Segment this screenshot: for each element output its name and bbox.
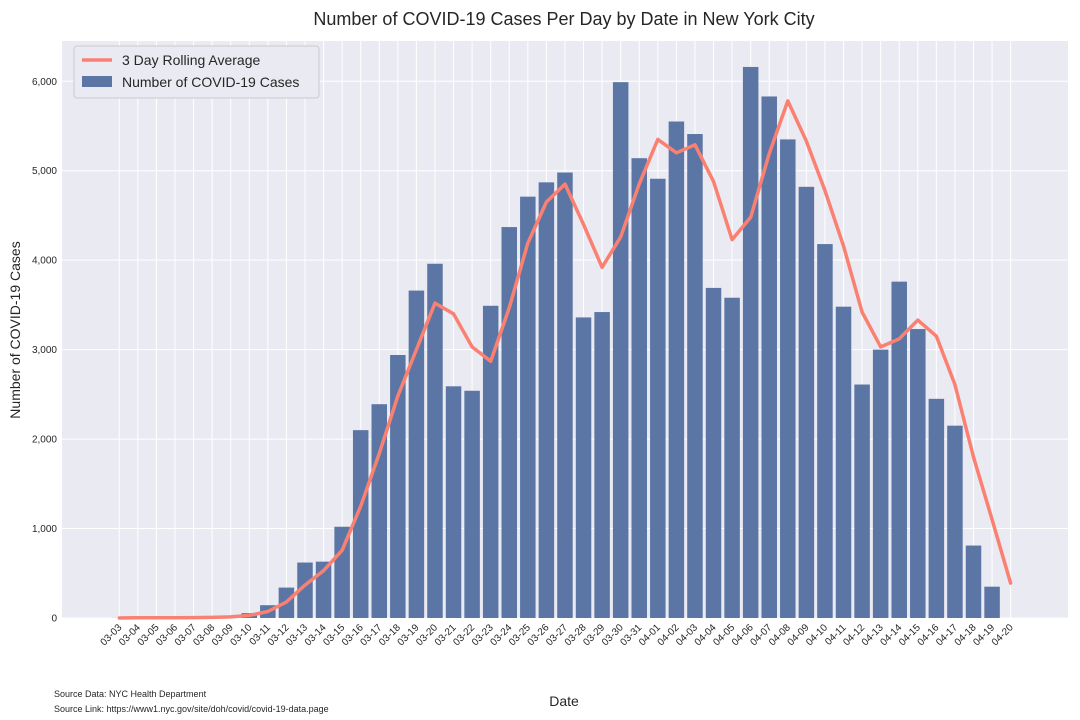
x-tick-label: 04-20: [990, 622, 1016, 648]
bar: [334, 526, 350, 618]
bar: [891, 281, 907, 618]
x-axis-label: Date: [549, 693, 579, 709]
x-axis-ticks: 03-0303-0403-0503-0603-0703-0803-0903-10…: [99, 622, 1017, 648]
bar: [798, 186, 815, 619]
bar: [390, 354, 406, 618]
y-tick-label: 3,000: [32, 345, 57, 356]
rolling-average-series: [117, 99, 1013, 620]
bar: [612, 82, 629, 618]
bar: [520, 196, 536, 618]
y-tick-label: 6,000: [32, 77, 57, 88]
y-tick-label: 1,000: [32, 524, 57, 535]
y-axis-ticks: 0 1,000 2,000 3,000 4,000 5,000 6,000: [32, 77, 57, 625]
bar: [910, 329, 926, 618]
bar: [482, 305, 499, 618]
bar: [761, 96, 777, 618]
bar: [427, 263, 443, 618]
bar: [538, 182, 555, 618]
legend-label-cases: Number of COVID-19 Cases: [122, 74, 299, 90]
y-tick-label: 2,000: [32, 435, 57, 446]
bar: [928, 398, 945, 618]
legend: 3 Day Rolling Average Number of COVID-19…: [73, 45, 320, 99]
bar: [464, 390, 480, 618]
bar: [501, 227, 518, 618]
bar: [668, 121, 685, 618]
chart-title: Number of COVID-19 Cases Per Day by Date…: [313, 9, 814, 29]
bar: [780, 139, 796, 618]
source-link-note: Source Link: https://www1.nyc.gov/site/d…: [54, 704, 329, 714]
bar: [297, 562, 313, 618]
bar: [965, 545, 982, 618]
bar: [872, 349, 889, 618]
bar: [445, 386, 462, 618]
bar: [575, 317, 592, 618]
y-tick-label: 4,000: [32, 256, 57, 267]
source-data-note: Source Data: NYC Health Department: [54, 689, 207, 699]
bar: [854, 384, 870, 618]
y-tick-label: 0: [51, 614, 57, 625]
y-axis-label: Number of COVID-19 Cases: [7, 241, 23, 418]
bar: [408, 290, 425, 618]
bar: [705, 287, 722, 618]
bar: [835, 306, 852, 618]
bar: [687, 134, 703, 619]
bar: [631, 158, 647, 618]
legend-bar-swatch: [82, 76, 112, 87]
legend-label-rolling-average: 3 Day Rolling Average: [122, 52, 260, 68]
rolling-average-line: [117, 99, 1013, 620]
bar: [724, 297, 740, 618]
bar: [371, 404, 388, 618]
bar: [947, 425, 963, 618]
bar: [594, 312, 610, 618]
bar: [557, 172, 573, 618]
bar: [352, 430, 369, 618]
legend-box: [73, 45, 320, 99]
bar-series: [111, 66, 1000, 619]
y-tick-label: 5,000: [32, 166, 57, 177]
bar: [817, 244, 833, 618]
bar: [650, 178, 666, 618]
bar: [742, 66, 759, 619]
bar: [984, 586, 1000, 618]
